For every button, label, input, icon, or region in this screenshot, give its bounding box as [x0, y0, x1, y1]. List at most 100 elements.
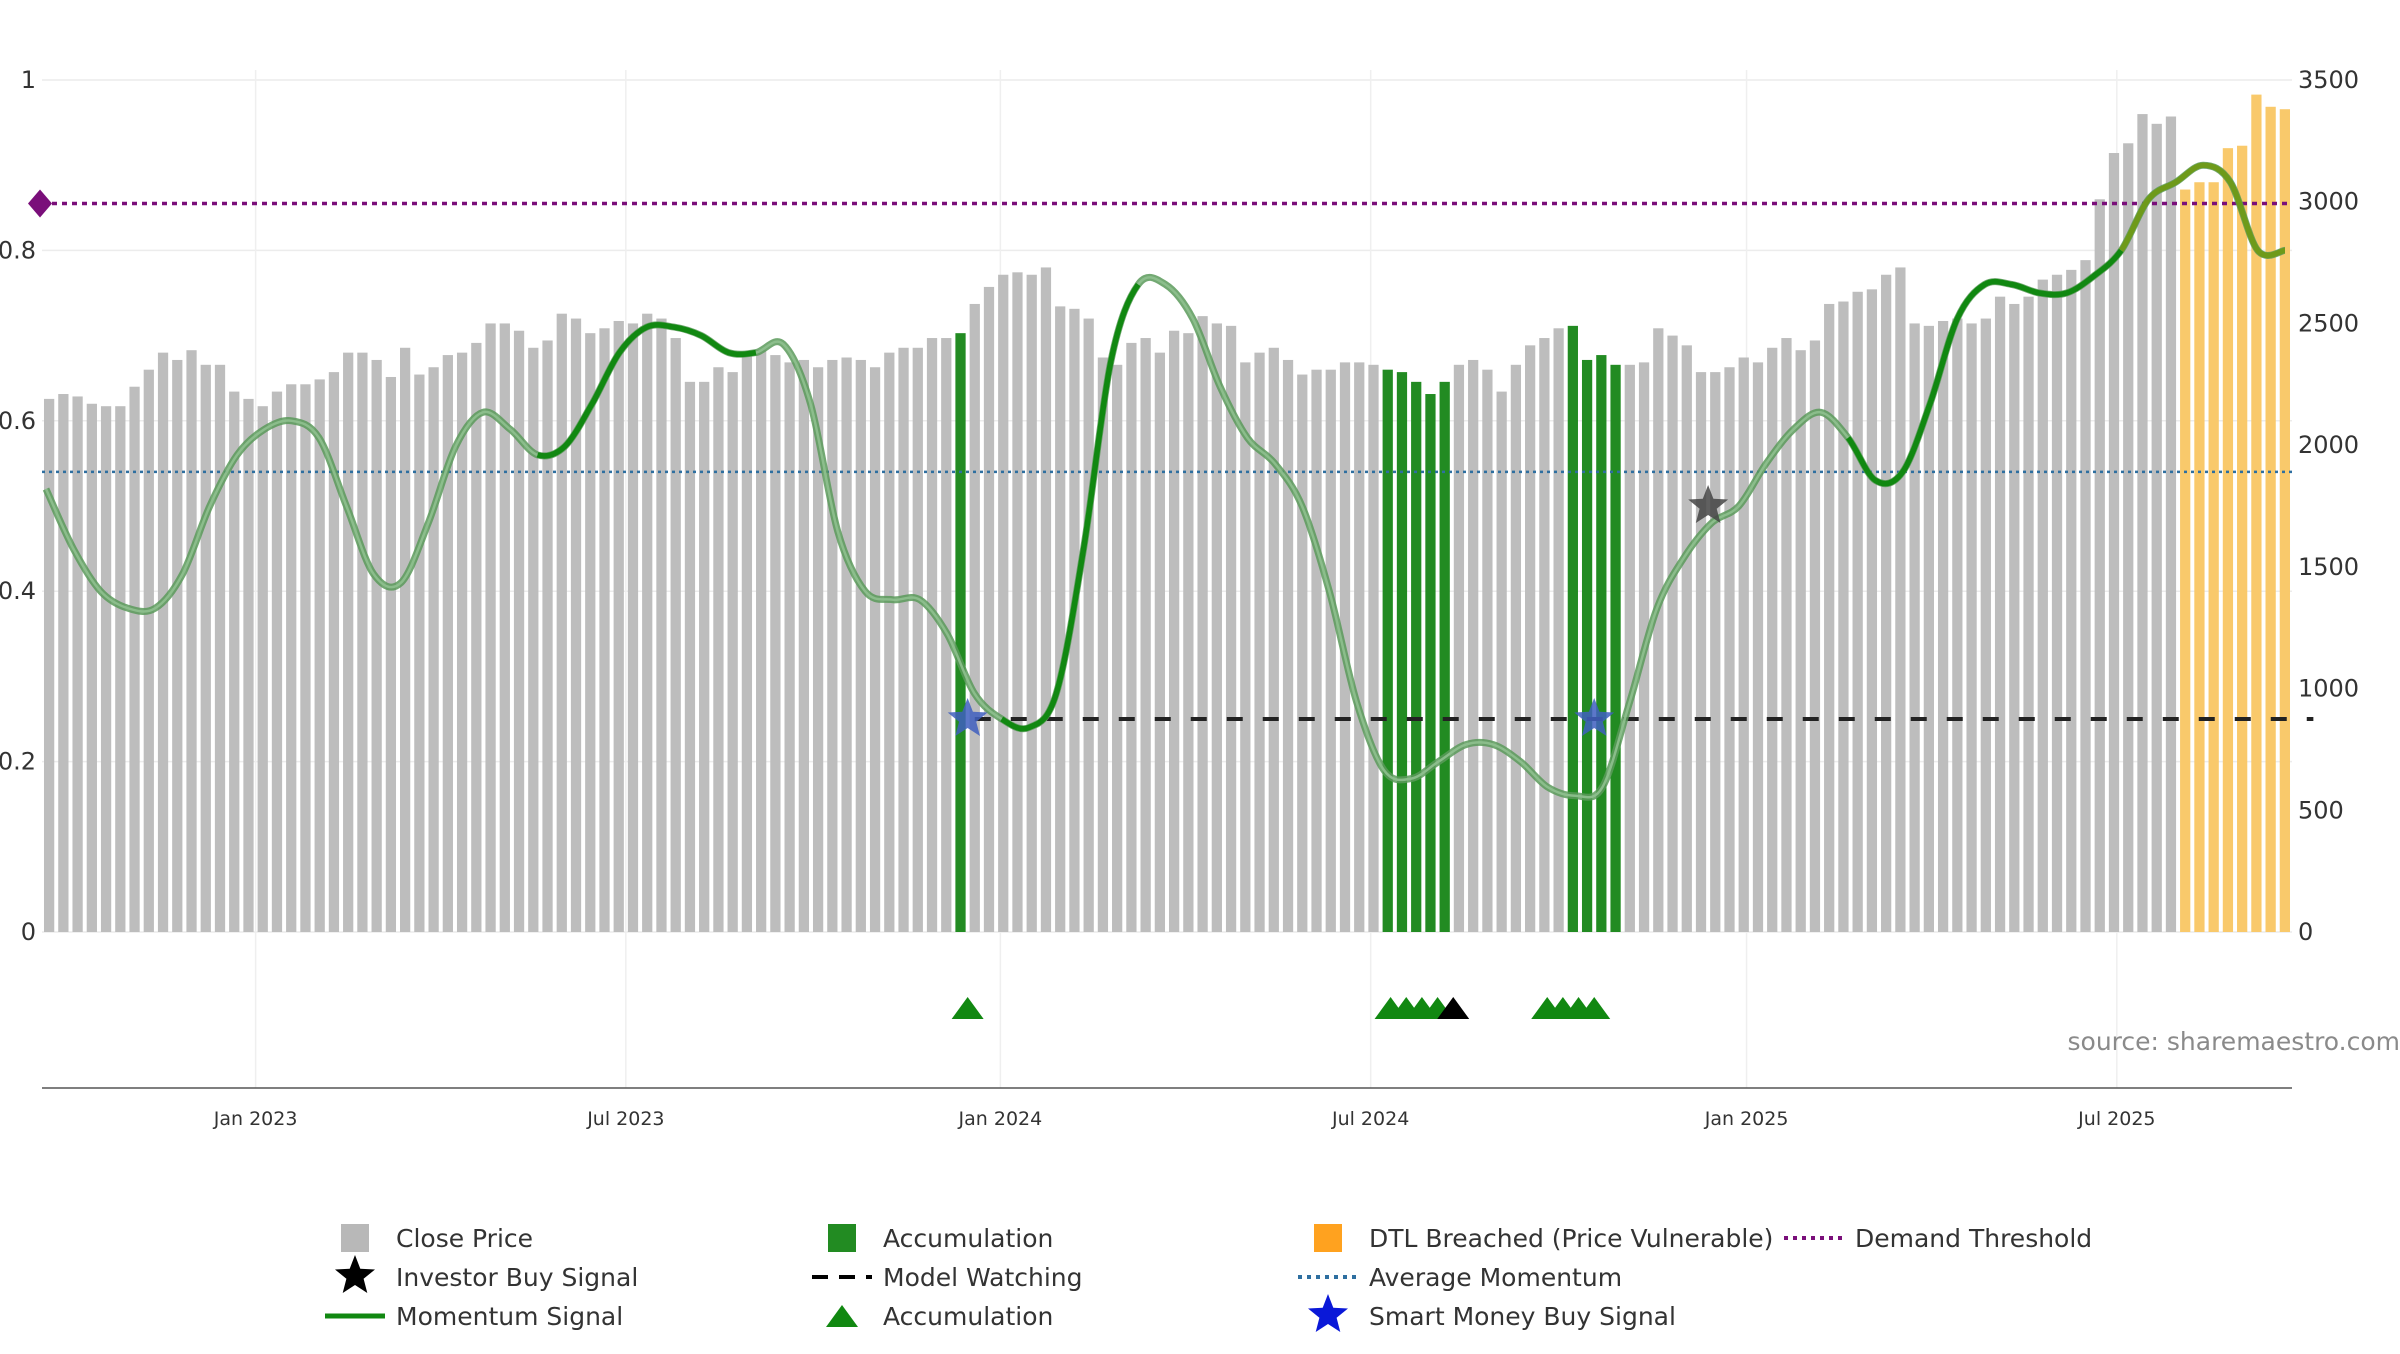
legend-item: Momentum Signal: [325, 1302, 623, 1331]
price-bar: [428, 367, 438, 932]
price-bar: [2194, 182, 2204, 932]
left-axis-tick-label: 0.8: [0, 236, 36, 264]
price-bar: [1311, 370, 1321, 932]
price-bar: [1696, 372, 1706, 932]
price-bar: [2123, 143, 2133, 932]
momentum-signal-line: [46, 165, 2285, 797]
price-bar: [1425, 394, 1435, 932]
price-bar: [685, 382, 695, 932]
price-bar: [471, 343, 481, 932]
price-bar: [2166, 117, 2176, 932]
price-bar: [841, 358, 851, 932]
price-bar: [2266, 107, 2276, 932]
price-bar: [2209, 182, 2219, 932]
price-bar: [44, 399, 54, 932]
price-bar: [827, 360, 837, 932]
price-bar: [1254, 353, 1264, 932]
price-bar: [728, 372, 738, 932]
price-bar: [1952, 319, 1962, 932]
price-bar: [1710, 372, 1720, 932]
price-bar: [1810, 340, 1820, 932]
price-bar: [1041, 267, 1051, 932]
right-axis-tick-label: 1000: [2298, 675, 2359, 703]
right-axis-tick-label: 1500: [2298, 553, 2359, 581]
price-bar: [229, 392, 239, 932]
price-bar: [756, 350, 766, 932]
price-bar: [2251, 95, 2261, 932]
price-bar: [1326, 370, 1336, 932]
price-bar: [1454, 365, 1464, 932]
price-bar: [742, 355, 752, 932]
price-bar: [514, 331, 524, 932]
legend-label: Demand Threshold: [1855, 1224, 2092, 1253]
price-bar: [1838, 302, 1848, 932]
price-bar: [1511, 365, 1521, 932]
legend-swatch-square: [1314, 1224, 1342, 1252]
price-bar: [2180, 190, 2190, 932]
price-bar: [1084, 319, 1094, 932]
price-bar: [1055, 306, 1065, 932]
price-bar: [300, 384, 310, 932]
price-bar: [1724, 367, 1734, 932]
price-bar: [2052, 275, 2062, 932]
price-bar: [628, 323, 638, 932]
x-axis-date-label: Jan 2023: [213, 1108, 298, 1130]
price-bar: [1169, 331, 1179, 932]
legend-label: Average Momentum: [1369, 1263, 1622, 1292]
right-axis-tick-label: 0: [2298, 918, 2313, 946]
price-bar: [1155, 353, 1165, 932]
price-bar: [856, 360, 866, 932]
legend-swatch-star: [335, 1255, 375, 1293]
legend-label: Investor Buy Signal: [396, 1263, 638, 1292]
price-bar: [101, 406, 111, 932]
x-axis-date-label: Jul 2024: [1331, 1108, 1409, 1130]
price-bar: [770, 355, 780, 932]
price-bar: [2066, 270, 2076, 932]
price-bar: [1297, 375, 1307, 932]
price-bar: [58, 394, 68, 932]
price-bar: [500, 323, 510, 932]
legend-swatch-triangle: [826, 1305, 858, 1327]
price-bar: [1269, 348, 1279, 932]
price-bar: [1895, 267, 1905, 932]
price-bar: [1240, 362, 1250, 932]
price-bar: [443, 355, 453, 932]
price-bar: [2009, 304, 2019, 932]
right-axis-tick-label: 3500: [2298, 66, 2359, 94]
price-bar: [1468, 360, 1478, 932]
price-bar: [1126, 343, 1136, 932]
left-axis-tick-label: 0: [21, 918, 36, 946]
price-bar: [799, 360, 809, 932]
price-bar: [1625, 365, 1635, 932]
price-bar: [1283, 360, 1293, 932]
legend-label: Accumulation: [883, 1224, 1053, 1253]
price-bar: [1368, 365, 1378, 932]
price-bar: [2023, 297, 2033, 932]
price-bar: [1141, 338, 1151, 932]
price-bars: [44, 95, 2290, 932]
price-bar: [557, 314, 567, 932]
price-bar: [571, 319, 581, 932]
price-bar: [970, 304, 980, 932]
price-bar: [1568, 326, 1578, 932]
legend-label: Close Price: [396, 1224, 533, 1253]
price-bar: [158, 353, 168, 932]
price-bar: [955, 333, 965, 932]
legend-label: Accumulation: [883, 1302, 1053, 1331]
accumulation-marker: [952, 997, 984, 1019]
price-bar: [2223, 148, 2233, 932]
price-bar: [1682, 345, 1692, 932]
price-bar: [1027, 275, 1037, 932]
price-bar: [1183, 333, 1193, 932]
price-bar: [414, 375, 424, 932]
source-credit: source: sharemaestro.com: [2068, 1027, 2400, 1056]
right-axis-tick-label: 500: [2298, 796, 2344, 824]
price-bar: [372, 360, 382, 932]
legend-swatch-star: [1308, 1294, 1348, 1332]
right-axis-tick-label: 2500: [2298, 309, 2359, 337]
price-bar: [1753, 362, 1763, 932]
price-bar: [1197, 316, 1207, 932]
price-bar: [87, 404, 97, 932]
price-bar: [671, 338, 681, 932]
